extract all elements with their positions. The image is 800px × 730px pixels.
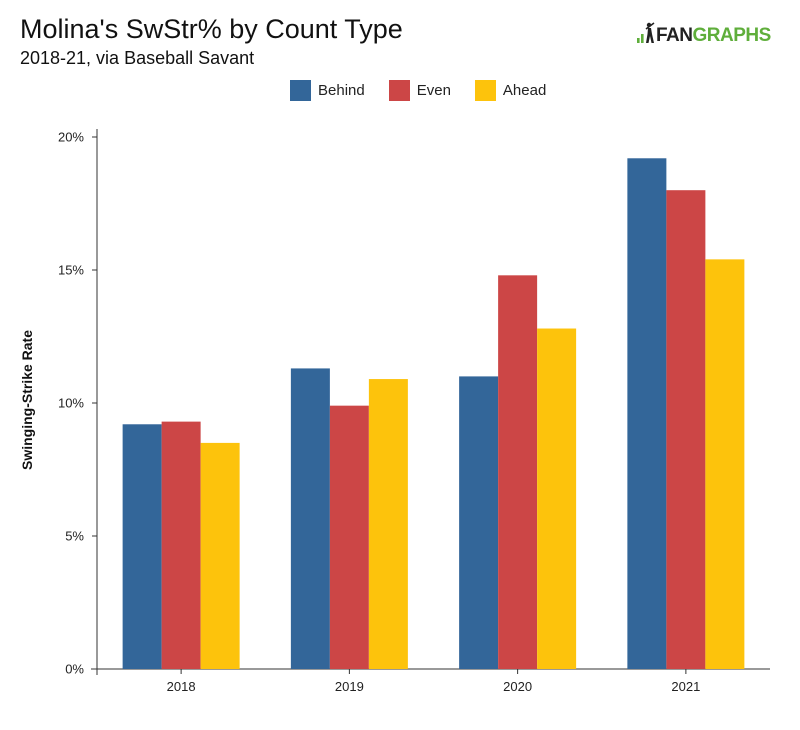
legend-label-even: Even	[416, 81, 451, 99]
bar-ahead-2021	[705, 259, 745, 669]
legend-label-behind: Behind	[318, 81, 365, 99]
bar-even-2018	[161, 421, 201, 669]
bar-behind-2019	[290, 368, 330, 669]
bar-ahead-2018	[200, 442, 240, 669]
legend-item-ahead: Ahead	[474, 79, 547, 101]
logo-text-graphs: GRAPHS	[692, 25, 772, 46]
fangraphs-logo: FANGRAPHS	[636, 22, 771, 46]
y-tick-label: 20%	[58, 130, 84, 145]
y-tick-label: 10%	[58, 396, 84, 411]
legend: Behind Even Ahead	[290, 79, 570, 101]
legend-swatch-even	[388, 79, 410, 101]
chart-subtitle: 2018-21, via Baseball Savant	[20, 48, 255, 68]
legend-item-even: Even	[388, 79, 451, 101]
legend-swatch-ahead	[474, 79, 496, 101]
bar-ahead-2019	[368, 379, 408, 669]
x-tick-label-2021: 2021	[671, 679, 700, 694]
bar-ahead-2020	[537, 328, 577, 669]
legend-swatch-behind	[290, 79, 311, 101]
y-tick-label: 5%	[65, 529, 84, 544]
x-tick-label-2019: 2019	[335, 679, 364, 694]
bar-even-2021	[666, 190, 706, 669]
x-tick-label-2018: 2018	[167, 679, 196, 694]
logo-text-fan: FAN	[656, 25, 693, 46]
legend-item-behind: Behind	[290, 79, 365, 101]
y-tick-label: 0%	[65, 662, 84, 677]
bar-even-2020	[498, 275, 538, 669]
bar-behind-2020	[459, 376, 499, 669]
chart-title: Molina's SwStr% by Count Type	[20, 14, 403, 44]
batter-icon	[637, 22, 655, 43]
bar-behind-2021	[627, 158, 667, 669]
y-tick-label: 15%	[58, 263, 84, 278]
legend-label-ahead: Ahead	[502, 81, 547, 99]
bar-behind-2018	[122, 424, 162, 669]
x-tick-label-2020: 2020	[503, 679, 532, 694]
bar-even-2019	[329, 405, 369, 669]
